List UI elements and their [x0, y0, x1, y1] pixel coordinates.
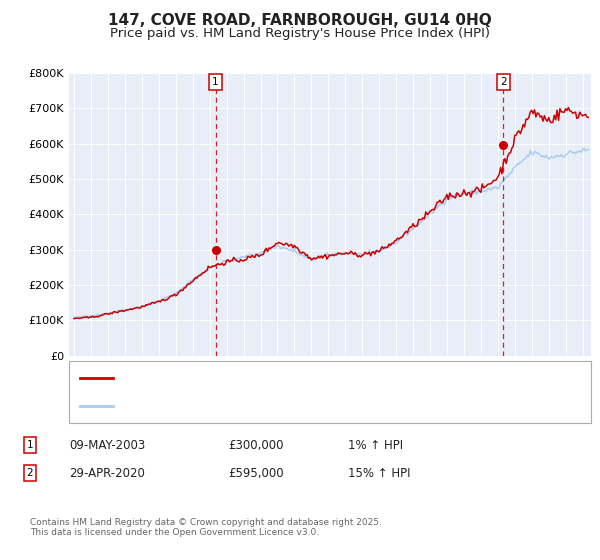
Text: 147, COVE ROAD, FARNBOROUGH, GU14 0HQ: 147, COVE ROAD, FARNBOROUGH, GU14 0HQ [108, 13, 492, 28]
Text: 1% ↑ HPI: 1% ↑ HPI [348, 438, 403, 452]
Text: £595,000: £595,000 [228, 466, 284, 480]
Text: 1: 1 [212, 77, 219, 87]
Text: Contains HM Land Registry data © Crown copyright and database right 2025.
This d: Contains HM Land Registry data © Crown c… [30, 518, 382, 538]
Text: HPI: Average price, detached house, Rushmoor: HPI: Average price, detached house, Rush… [119, 400, 382, 410]
Text: 29-APR-2020: 29-APR-2020 [69, 466, 145, 480]
Text: 2: 2 [500, 77, 506, 87]
Text: 09-MAY-2003: 09-MAY-2003 [69, 438, 145, 452]
Text: 15% ↑ HPI: 15% ↑ HPI [348, 466, 410, 480]
Text: 147, COVE ROAD, FARNBOROUGH, GU14 0HQ (detached house): 147, COVE ROAD, FARNBOROUGH, GU14 0HQ (d… [119, 374, 475, 384]
Text: 1: 1 [26, 440, 34, 450]
Text: 2: 2 [26, 468, 34, 478]
Text: Price paid vs. HM Land Registry's House Price Index (HPI): Price paid vs. HM Land Registry's House … [110, 27, 490, 40]
Text: £300,000: £300,000 [228, 438, 284, 452]
